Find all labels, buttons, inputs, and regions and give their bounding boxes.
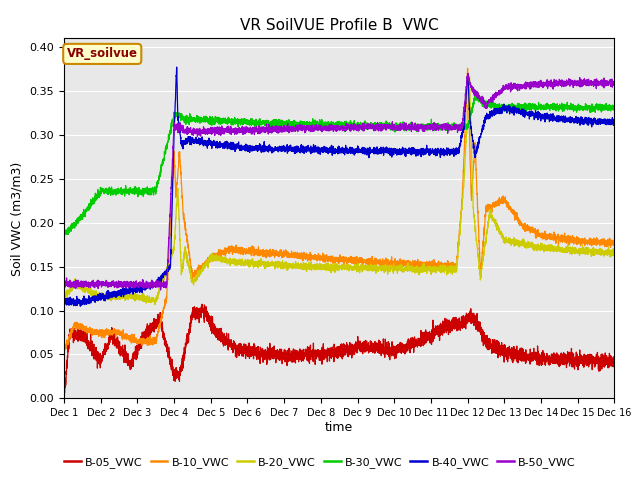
Title: VR SoilVUE Profile B  VWC: VR SoilVUE Profile B VWC	[240, 18, 438, 33]
X-axis label: time: time	[325, 421, 353, 434]
Text: VR_soilvue: VR_soilvue	[67, 48, 138, 60]
Legend: B-05_VWC, B-10_VWC, B-20_VWC, B-30_VWC, B-40_VWC, B-50_VWC: B-05_VWC, B-10_VWC, B-20_VWC, B-30_VWC, …	[60, 452, 580, 472]
Y-axis label: Soil VWC (m3/m3): Soil VWC (m3/m3)	[11, 161, 24, 276]
